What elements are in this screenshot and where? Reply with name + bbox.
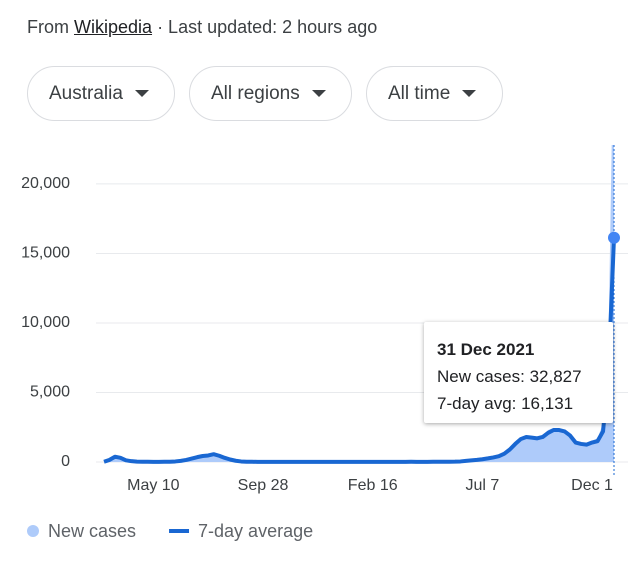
tooltip-title: 31 Dec 2021 bbox=[437, 340, 535, 359]
tooltip: 31 Dec 2021 New cases: 32,827 7-day avg:… bbox=[424, 322, 613, 423]
dropdown[interactable]: Australia bbox=[27, 66, 175, 121]
dropdown[interactable]: All time bbox=[366, 66, 503, 121]
caret bbox=[462, 90, 477, 97]
y-tick-label: 5,000 bbox=[30, 384, 70, 401]
legend-label: New cases bbox=[48, 521, 136, 541]
dropdown-label: All regions bbox=[211, 82, 300, 104]
y-tick-label: 10,000 bbox=[21, 314, 70, 331]
caret bbox=[134, 90, 149, 97]
tooltip-line: New cases: 32,827 bbox=[437, 367, 582, 386]
source-link[interactable]: Wikipedia bbox=[74, 17, 153, 37]
x-tick-label: Sep 28 bbox=[238, 477, 289, 494]
dropdown-label: All time bbox=[388, 82, 451, 104]
x-tick-label: Dec 1 bbox=[571, 477, 613, 494]
x-tick-label: Feb 16 bbox=[348, 477, 398, 494]
caret bbox=[311, 90, 326, 97]
updated: · Last updated: 2 hours ago bbox=[157, 17, 378, 37]
legend-swatch bbox=[27, 525, 39, 537]
x-tick-label: Jul 7 bbox=[465, 477, 499, 494]
y-tick-label: 0 bbox=[61, 453, 70, 470]
dropdown[interactable]: All regions bbox=[189, 66, 352, 121]
x-tick-label: May 10 bbox=[127, 477, 180, 494]
source-line: From Wikipedia · Last updated: 2 hours a… bbox=[27, 17, 377, 38]
plot bbox=[103, 145, 616, 464]
average-line bbox=[103, 237, 616, 464]
hover-dot bbox=[608, 231, 620, 244]
dropdown-label: Australia bbox=[49, 82, 123, 104]
tooltip-line: 7-day avg: 16,131 bbox=[437, 394, 574, 413]
legend-label: 7-day average bbox=[198, 521, 313, 541]
from: From bbox=[27, 17, 69, 37]
y-tick-label: 20,000 bbox=[21, 175, 70, 192]
y-tick-label: 15,000 bbox=[21, 245, 70, 262]
